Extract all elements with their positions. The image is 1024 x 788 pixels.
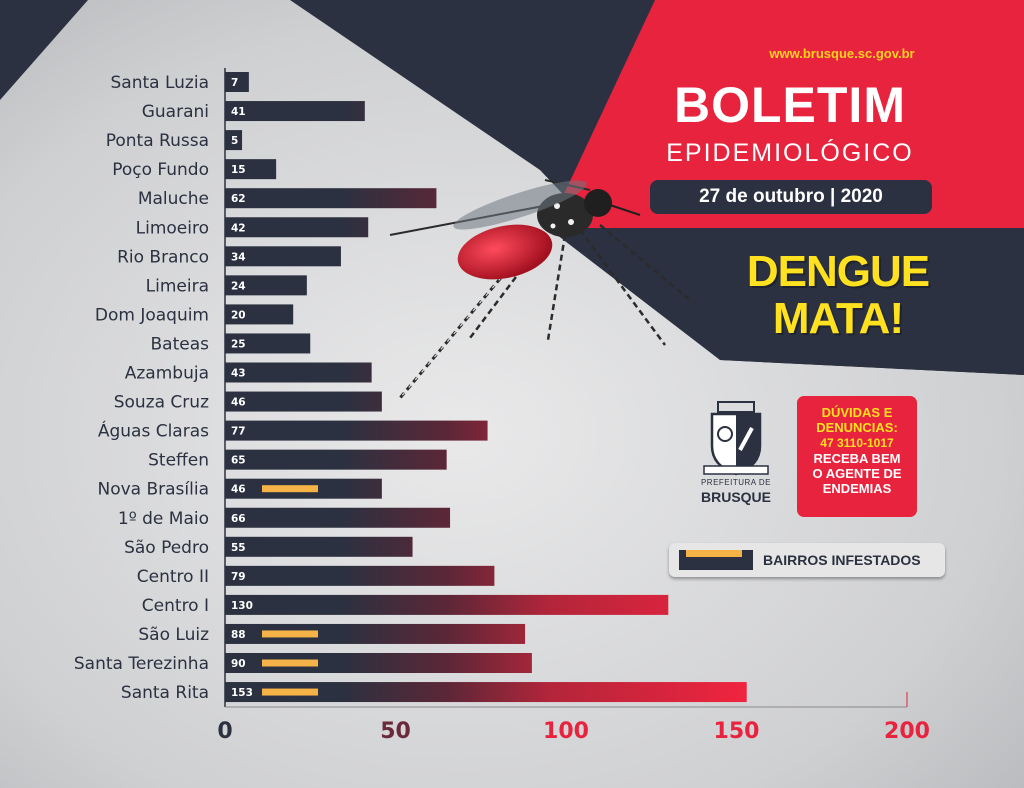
category-label: Poço Fundo	[112, 160, 209, 180]
category-label: Santa Rita	[121, 683, 209, 703]
contact-line-5: ENDEMIAS	[822, 481, 892, 496]
bar	[225, 565, 495, 586]
category-label: Souza Cruz	[114, 393, 209, 413]
category-label: Guarani	[142, 102, 209, 122]
value-label: 43	[231, 368, 246, 380]
category-label: Maluche	[138, 189, 209, 209]
bar	[225, 188, 437, 209]
bulletin-title: BOLETIM	[674, 77, 906, 133]
contact-line-4: O AGENTE DE	[812, 466, 902, 481]
bar	[225, 217, 369, 238]
bar	[225, 159, 277, 180]
category-label: Bateas	[151, 334, 210, 354]
value-label: 34	[231, 251, 246, 263]
city-crest: PREFEITURA DE BRUSQUE	[694, 400, 778, 510]
bar	[225, 653, 532, 673]
legend-label: BAIRROS INFESTADOS	[763, 552, 921, 568]
bar	[225, 594, 669, 615]
value-label: 24	[231, 280, 246, 292]
dark-panel-right	[548, 228, 1024, 375]
value-label: 15	[231, 164, 246, 176]
bar	[225, 333, 311, 354]
bar	[225, 536, 413, 557]
value-label: 77	[231, 426, 246, 438]
infested-marker	[262, 659, 318, 667]
x-tick-label: 50	[380, 719, 411, 744]
organization-line-2: BRUSQUE	[700, 489, 771, 505]
bar	[225, 101, 365, 122]
infested-marker	[262, 485, 318, 493]
red-banner	[548, 0, 1024, 228]
contact-line-1: DÚVIDAS E	[821, 405, 893, 420]
value-label: 88	[231, 629, 246, 641]
value-label: 62	[231, 193, 246, 205]
x-tick-label: 0	[217, 719, 232, 744]
value-label: 90	[231, 658, 246, 670]
category-label: Azambuja	[125, 364, 209, 384]
category-label: Dom Joaquim	[95, 305, 209, 325]
bar	[225, 304, 294, 325]
value-label: 42	[231, 222, 246, 234]
value-label: 20	[231, 309, 246, 321]
contact-line-3: RECEBA BEM	[813, 451, 901, 466]
value-label: 46	[231, 397, 246, 409]
contact-box: DÚVIDAS E DENUNCIAS: 47 3110-1017 RECEBA…	[797, 396, 917, 517]
bar	[225, 391, 382, 412]
category-label: Ponta Russa	[106, 131, 209, 151]
category-label: 1º de Maio	[118, 509, 209, 529]
bar	[225, 72, 249, 92]
value-label: 79	[231, 571, 246, 583]
bar	[225, 623, 526, 644]
chart-legend: BAIRROS INFESTADOS	[669, 543, 945, 577]
bar	[225, 682, 747, 703]
category-label: São Luiz	[138, 625, 209, 645]
category-label: Centro I	[142, 596, 209, 616]
category-label: Limeira	[146, 276, 209, 296]
value-label: 46	[231, 484, 246, 496]
bar	[225, 420, 488, 441]
category-label: São Pedro	[124, 538, 209, 558]
category-label: Rio Branco	[117, 247, 209, 267]
value-label: 25	[231, 338, 246, 350]
category-label: Steffen	[148, 451, 209, 471]
category-label: Santa Terezinha	[74, 654, 209, 674]
mosquito-icon	[389, 179, 691, 399]
value-label: 55	[231, 542, 246, 554]
slogan-line-2: MATA!	[772, 294, 904, 343]
x-tick-label: 100	[543, 719, 589, 744]
value-label: 41	[231, 106, 246, 118]
category-label: Águas Claras	[98, 420, 209, 442]
slogan: DENGUE MATA!	[718, 248, 958, 342]
value-label: 7	[231, 77, 238, 89]
value-label: 130	[231, 600, 253, 612]
bar	[225, 362, 372, 383]
contact-line-2: DENUNCIAS:	[816, 420, 898, 435]
bar	[225, 130, 243, 151]
website-url[interactable]: www.brusque.sc.gov.br	[769, 46, 915, 61]
value-label: 5	[231, 135, 238, 147]
value-label: 66	[231, 513, 246, 525]
contact-phone[interactable]: 47 3110-1017	[820, 436, 894, 450]
city-crest-icon	[703, 401, 769, 476]
infested-marker	[262, 630, 318, 638]
slogan-line-1: DENGUE	[746, 247, 930, 296]
value-label: 153	[231, 687, 253, 699]
bulletin-subtitle: EPIDEMIOLÓGICO	[666, 139, 914, 167]
bar	[225, 275, 307, 296]
dark-corner-top-left	[0, 0, 88, 100]
bar	[225, 507, 451, 528]
value-label: 65	[231, 455, 246, 467]
x-tick-label: 150	[714, 719, 760, 744]
x-tick-label: 200	[884, 719, 930, 744]
category-label: Centro II	[137, 567, 209, 587]
bar	[225, 246, 341, 267]
category-label: Nova Brasília	[97, 480, 209, 500]
infested-marker	[262, 688, 318, 696]
date-badge: 27 de outubro | 2020	[650, 180, 932, 214]
legend-swatch-infested	[686, 550, 742, 557]
organization-line-1: PREFEITURA DE	[700, 478, 772, 487]
bar	[225, 449, 447, 470]
category-label: Santa Luzia	[111, 73, 209, 93]
category-label: Limoeiro	[136, 218, 209, 238]
